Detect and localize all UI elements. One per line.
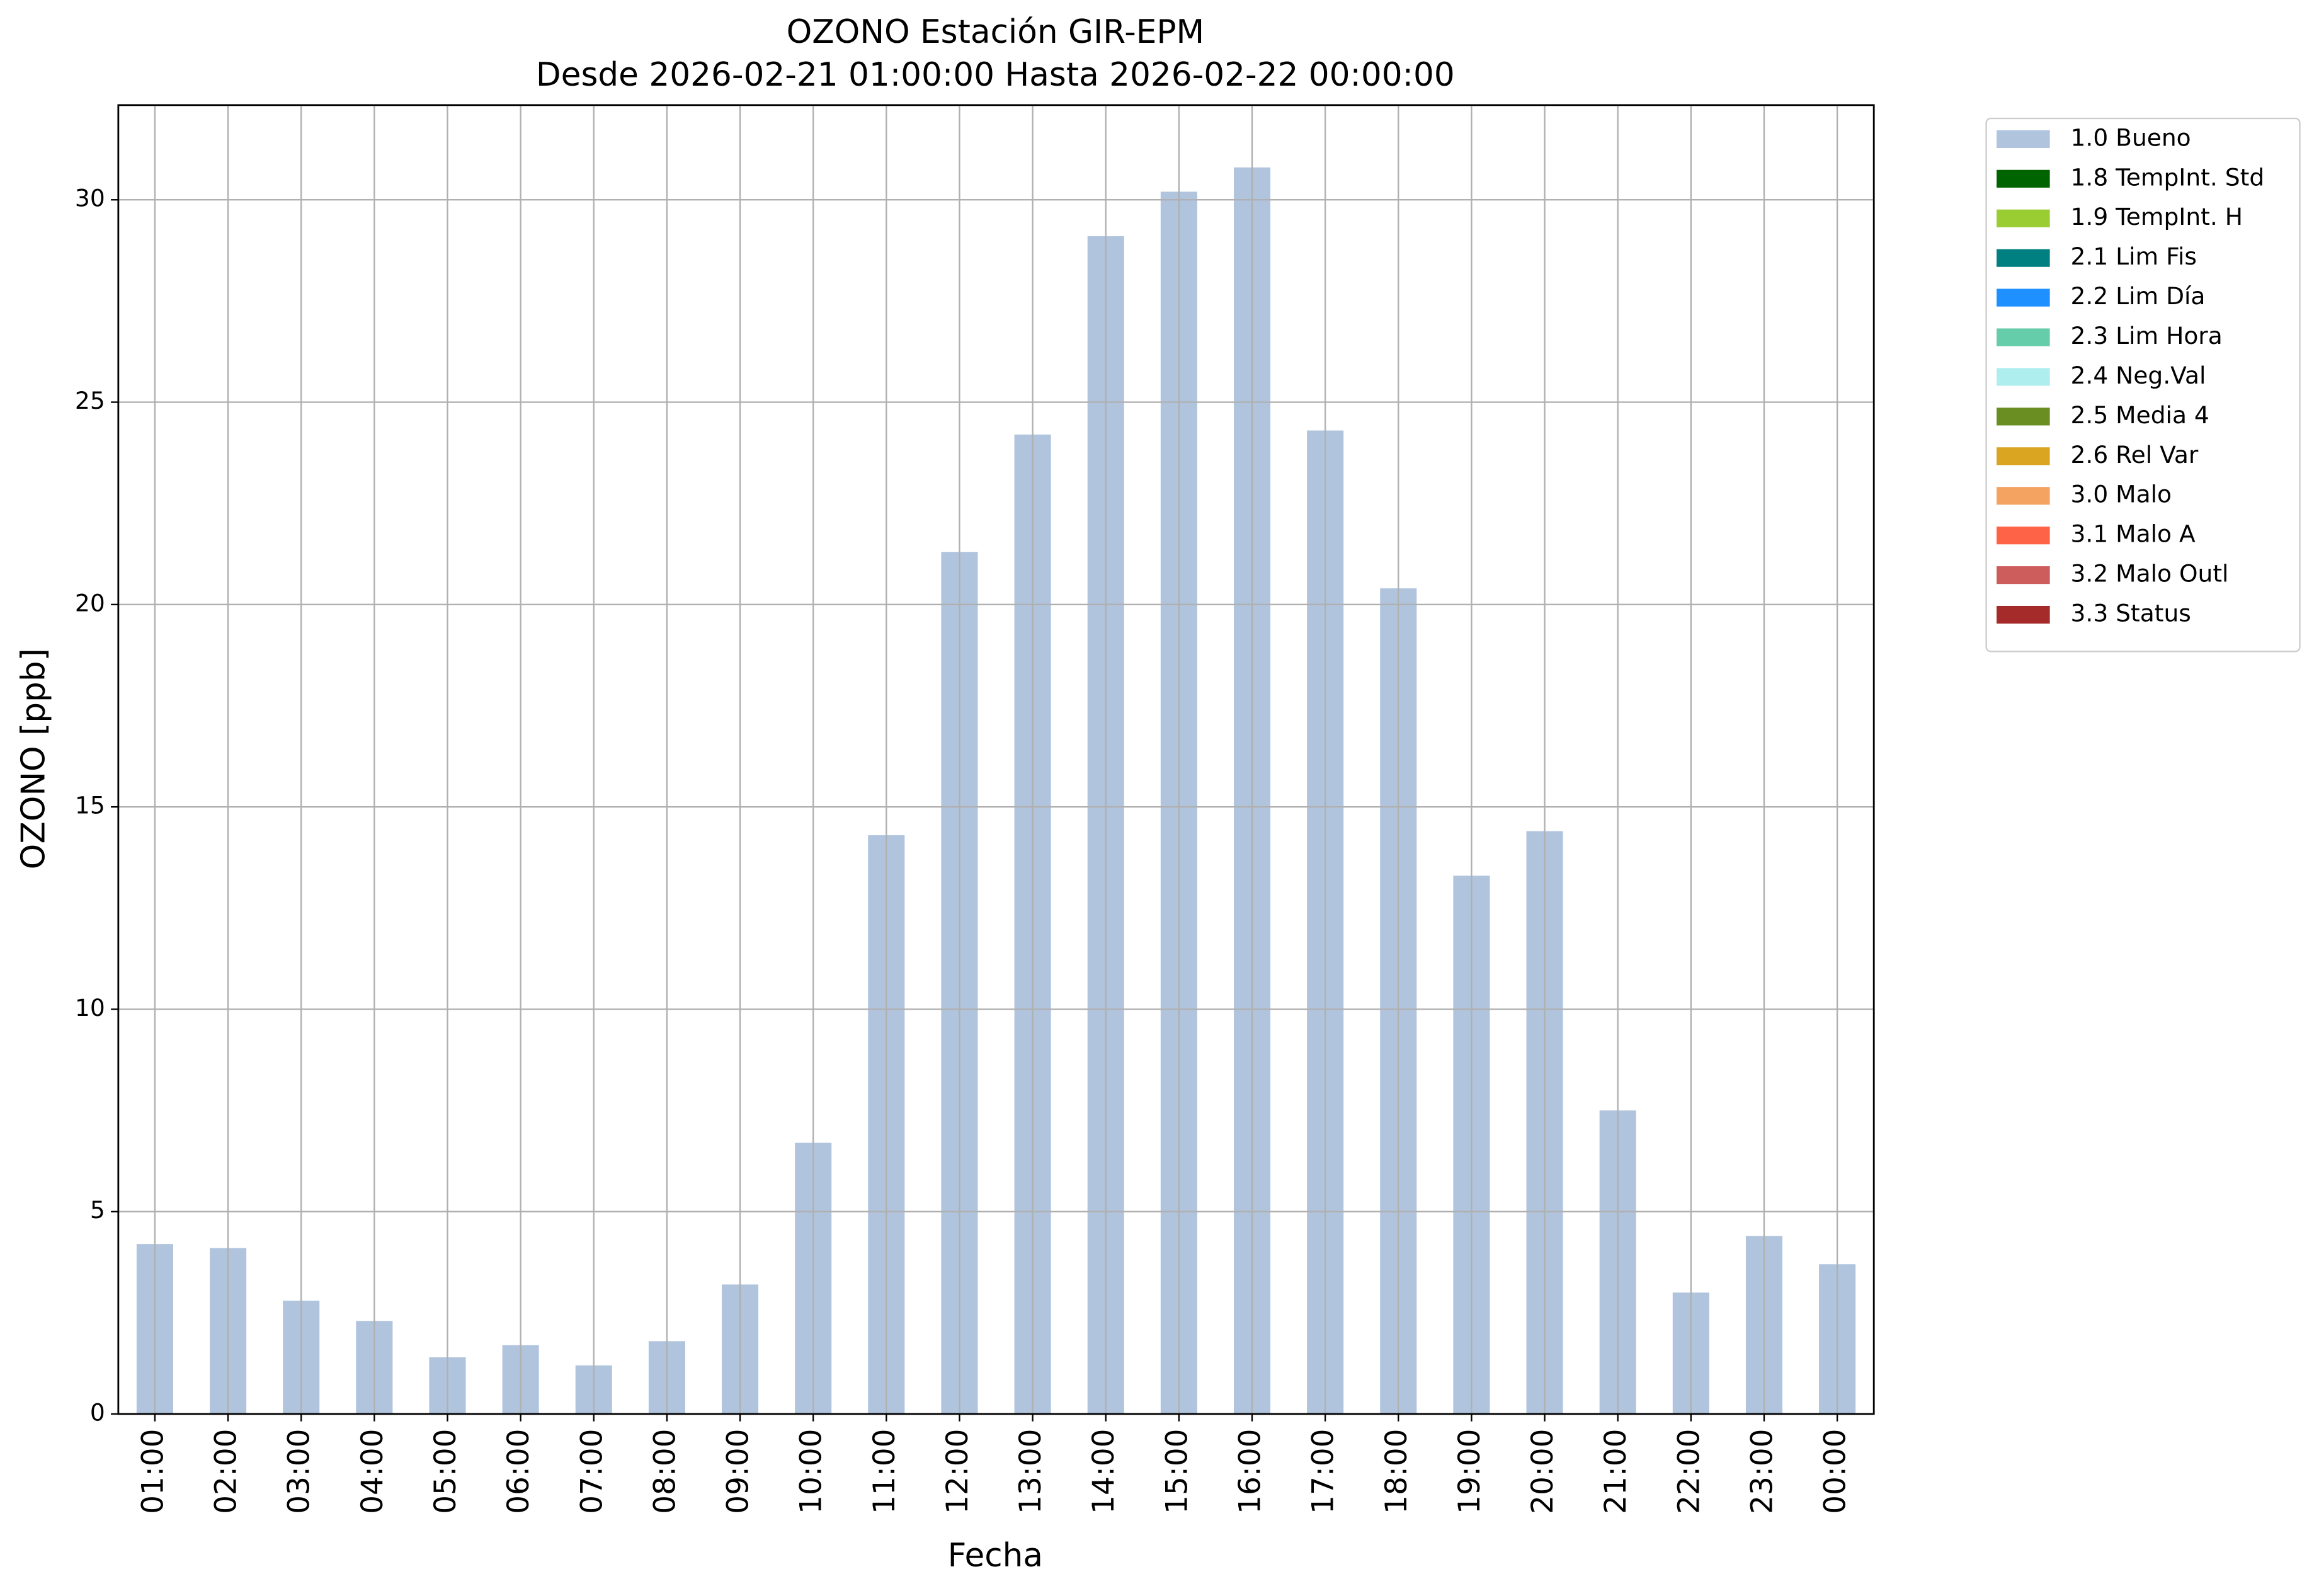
x-tick-label: 23:00 [1745,1429,1779,1514]
legend-swatch [1997,408,2050,426]
x-tick-label: 02:00 [209,1429,244,1514]
y-tick-label: 20 [75,589,105,617]
x-tick-label: 19:00 [1452,1429,1487,1514]
y-tick-label: 10 [75,994,105,1022]
x-tick-label: 07:00 [574,1429,609,1514]
y-tick-label: 30 [75,185,105,212]
x-tick-label: 20:00 [1525,1429,1560,1514]
legend-label: 2.5 Media 4 [2071,401,2209,429]
x-tick-label: 01:00 [135,1429,170,1514]
x-tick-label: 11:00 [867,1429,902,1514]
legend-swatch [1997,527,2050,545]
legend-swatch [1997,566,2050,584]
legend-label: 3.1 Malo A [2071,520,2196,548]
legend-swatch [1997,130,2050,148]
x-tick-label: 14:00 [1086,1429,1121,1514]
x-tick-label: 00:00 [1818,1429,1853,1514]
legend-label: 2.2 Lim Día [2071,282,2206,310]
legend-label: 3.0 Malo [2071,481,2172,508]
legend-swatch [1997,328,2050,346]
legend-label: 1.9 TempInt. H [2071,203,2243,231]
x-tick-label: 15:00 [1160,1429,1194,1514]
legend-label: 2.6 Rel Var [2071,441,2199,469]
chart-subtitle: Desde 2026-02-21 01:00:00 Hasta 2026-02-… [536,56,1455,94]
x-tick-label: 21:00 [1598,1429,1633,1514]
plot-frame [117,104,1875,1415]
x-tick-label: 05:00 [428,1429,463,1514]
y-tick-label: 0 [90,1399,105,1427]
y-tick-label: 15 [75,792,105,819]
x-tick-label: 17:00 [1306,1429,1341,1514]
legend-label: 3.2 Malo Outl [2071,560,2229,588]
legend-label: 3.3 Status [2071,600,2191,627]
x-tick-label: 03:00 [282,1429,317,1514]
legend-label: 1.8 TempInt. Std [2071,163,2265,191]
x-tick-label: 08:00 [647,1429,682,1514]
x-tick-label: 13:00 [1013,1429,1048,1514]
legend-swatch [1997,605,2050,624]
x-tick-label: 04:00 [355,1429,390,1514]
legend-label: 1.0 Bueno [2071,123,2191,151]
x-axis-label: Fecha [948,1537,1043,1575]
legend-swatch [1997,447,2050,465]
y-axis-label: OZONO [ppb] [14,648,52,869]
legend-swatch [1997,368,2050,386]
legend-swatch [1997,209,2050,227]
legend-swatch [1997,288,2050,307]
legend-label: 2.1 Lim Fis [2071,242,2197,270]
legend-swatch [1997,487,2050,505]
legend-box [1985,117,2301,653]
x-tick-label: 06:00 [501,1429,536,1514]
x-tick-label: 10:00 [794,1429,829,1514]
chart-title: OZONO Estación GIR-EPM [787,13,1204,51]
legend-label: 2.4 Neg.Val [2071,362,2206,389]
x-tick-label: 09:00 [721,1429,756,1514]
legend-swatch [1997,169,2050,188]
legend-label: 2.3 Lim Hora [2071,322,2223,350]
legend-swatch [1997,249,2050,267]
y-tick-label: 25 [75,387,105,414]
x-tick-label: 12:00 [940,1429,975,1514]
x-tick-label: 22:00 [1672,1429,1706,1514]
x-tick-label: 16:00 [1233,1429,1268,1514]
y-tick-label: 5 [90,1196,105,1224]
x-tick-label: 18:00 [1379,1429,1414,1514]
